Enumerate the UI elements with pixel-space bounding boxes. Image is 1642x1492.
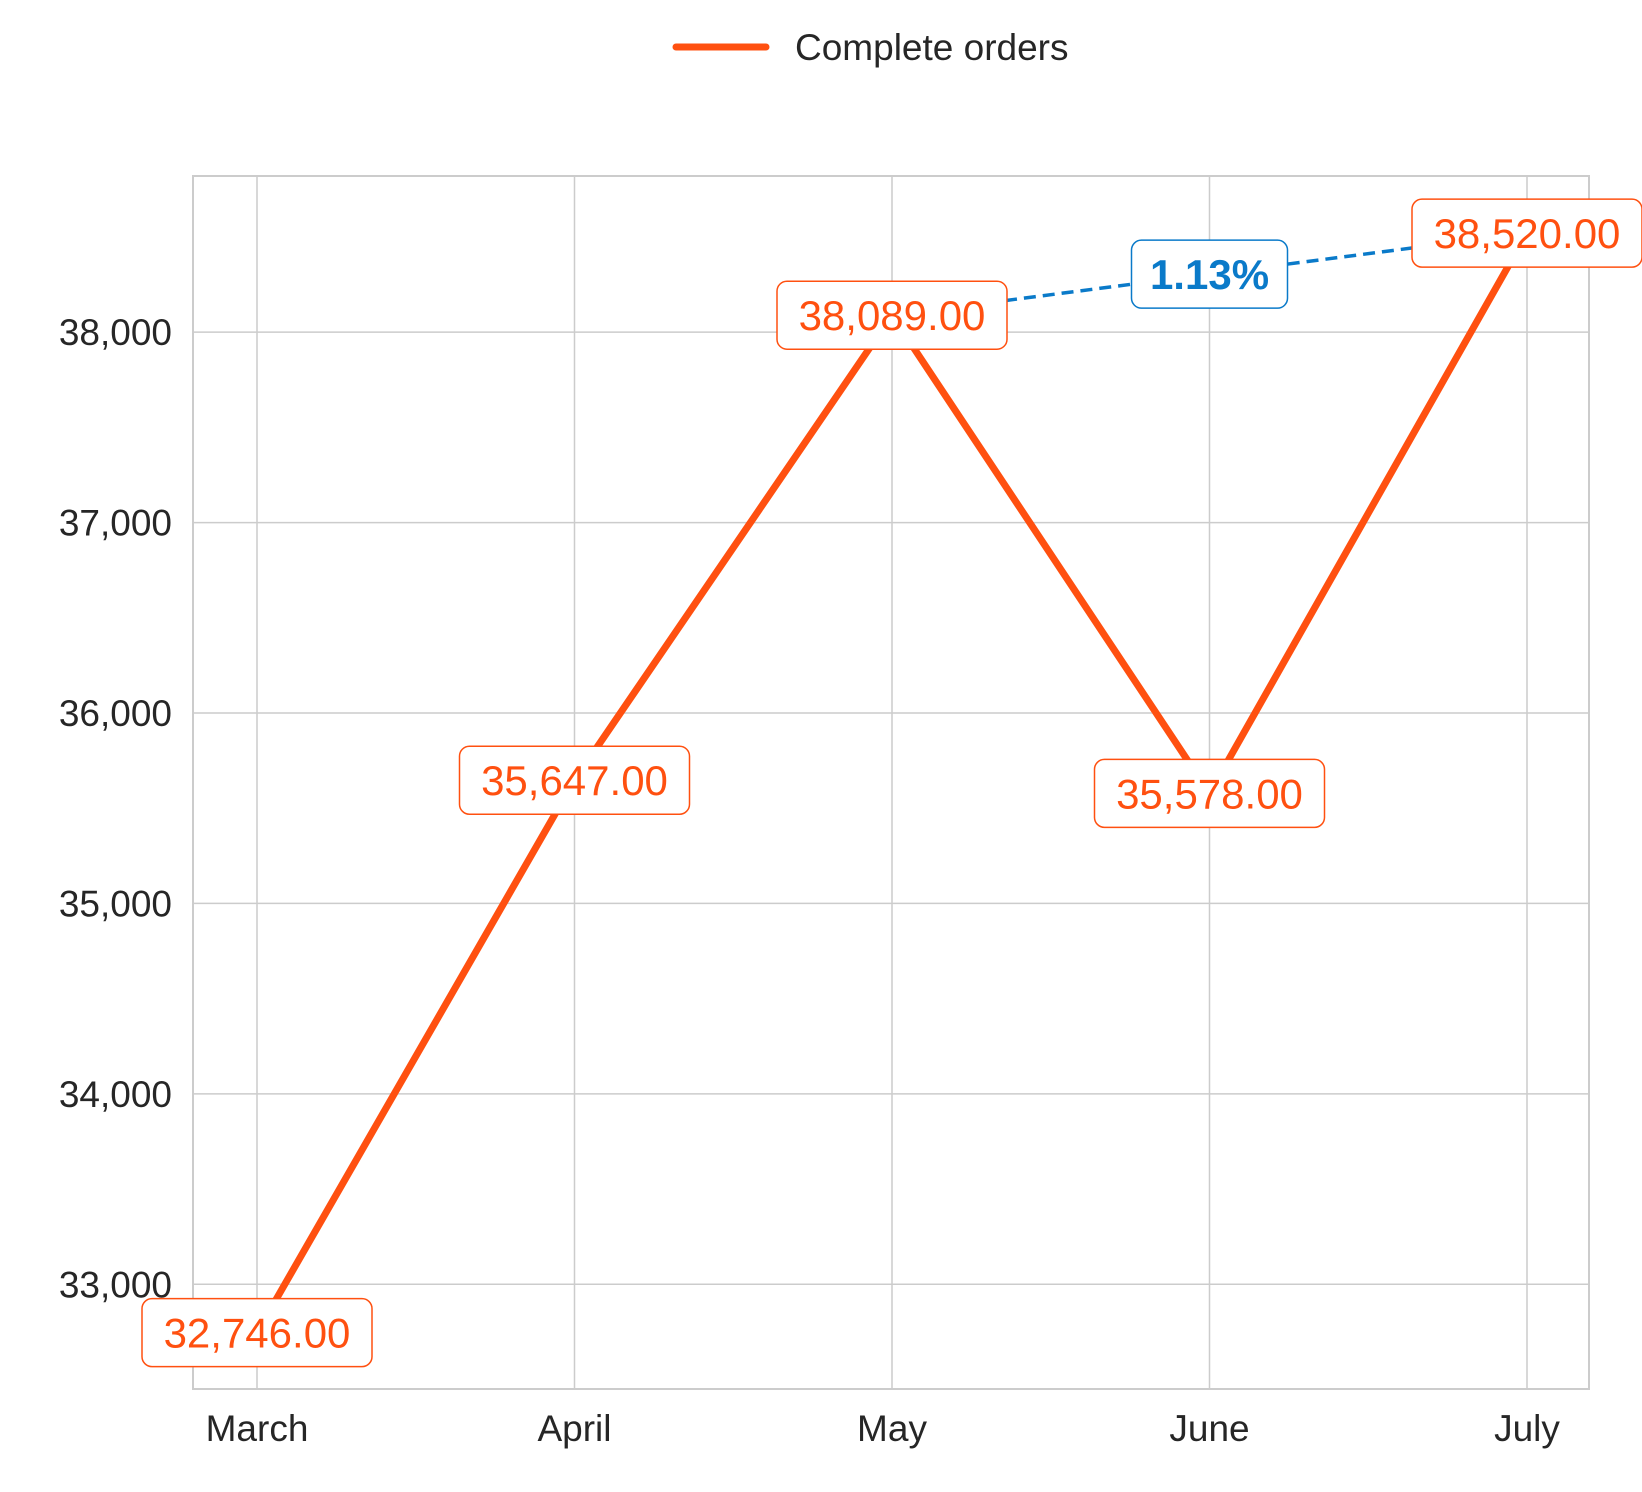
data-label-june: 35,578.00 [1093, 758, 1326, 829]
data-label-text: 35,647.00 [481, 757, 668, 804]
annotation-label: 1.13% [1150, 251, 1269, 298]
legend-label-complete-orders: Complete orders [795, 27, 1069, 68]
data-label-text: 32,746.00 [164, 1310, 351, 1357]
data-label-box [458, 745, 691, 815]
data-label-box [141, 1297, 373, 1368]
x-tick-label-march: March [206, 1408, 309, 1449]
data-label-text: 38,089.00 [799, 292, 986, 339]
data-label-july: 38,520.00 [1411, 198, 1642, 268]
data-label-box [776, 280, 1008, 350]
plot-frame [192, 175, 1590, 1390]
data-label-box [1093, 758, 1326, 829]
data-label-text: 38,520.00 [1434, 210, 1621, 257]
y-tick-label-37000: 37,000 [59, 503, 172, 544]
x-tick-label-june: June [1169, 1408, 1249, 1449]
data-label-april: 35,647.00 [458, 745, 691, 815]
data-labels: 32,746.00 35,647.00 38,089.00 35,578.00 38,5… [141, 198, 1642, 1368]
data-label-box [1411, 198, 1642, 268]
annotation-box [1130, 239, 1289, 309]
legend: Complete orders [672, 27, 1069, 68]
data-label-march: 32,746.00 [141, 1297, 373, 1368]
y-tick-label-34000: 34,000 [59, 1074, 172, 1115]
data-label-may: 38,089.00 [776, 280, 1008, 350]
gridlines [193, 176, 1589, 1389]
x-tick-label-april: April [537, 1408, 611, 1449]
x-tick-label-may: May [857, 1408, 927, 1449]
y-tick-label-36000: 36,000 [59, 693, 172, 734]
x-tick-label-july: July [1494, 1408, 1560, 1449]
data-label-text: 35,578.00 [1116, 770, 1303, 817]
y-tick-label-38000: 38,000 [59, 312, 172, 353]
y-tick-label-35000: 35,000 [59, 883, 172, 924]
x-axis-ticks: March April May June July [206, 1408, 1561, 1449]
